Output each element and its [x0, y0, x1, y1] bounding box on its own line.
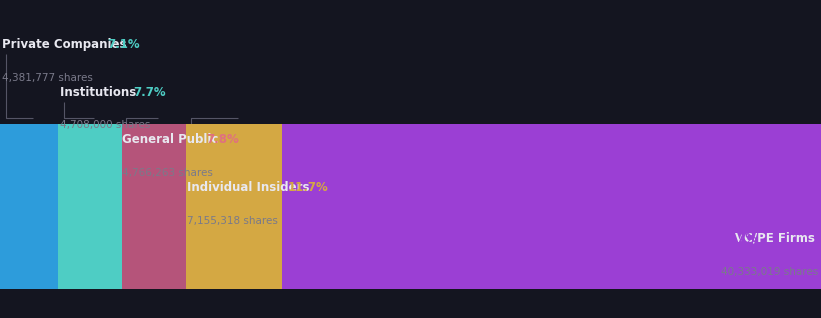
- Text: 65.7%: 65.7%: [716, 232, 757, 245]
- FancyBboxPatch shape: [0, 124, 58, 289]
- Text: VC/PE Firms: VC/PE Firms: [735, 232, 819, 245]
- Text: 11.7%: 11.7%: [288, 181, 329, 194]
- Text: Private Companies: Private Companies: [2, 38, 131, 51]
- FancyBboxPatch shape: [186, 124, 282, 289]
- FancyBboxPatch shape: [282, 124, 821, 289]
- Text: 7.1%: 7.1%: [108, 38, 140, 51]
- Text: Individual Insiders: Individual Insiders: [187, 181, 314, 194]
- Text: 4,766,263 shares: 4,766,263 shares: [122, 168, 213, 178]
- Text: 40,333,019 shares: 40,333,019 shares: [722, 267, 819, 277]
- Text: 7,155,318 shares: 7,155,318 shares: [187, 216, 278, 226]
- Text: 7.8%: 7.8%: [206, 133, 239, 146]
- Text: Institutions: Institutions: [60, 86, 140, 99]
- Text: 4,381,777 shares: 4,381,777 shares: [2, 73, 93, 83]
- Text: 4,708,000 shares: 4,708,000 shares: [60, 121, 150, 130]
- Text: General Public: General Public: [122, 133, 222, 146]
- FancyBboxPatch shape: [122, 124, 186, 289]
- Text: 7.7%: 7.7%: [133, 86, 166, 99]
- FancyBboxPatch shape: [58, 124, 122, 289]
